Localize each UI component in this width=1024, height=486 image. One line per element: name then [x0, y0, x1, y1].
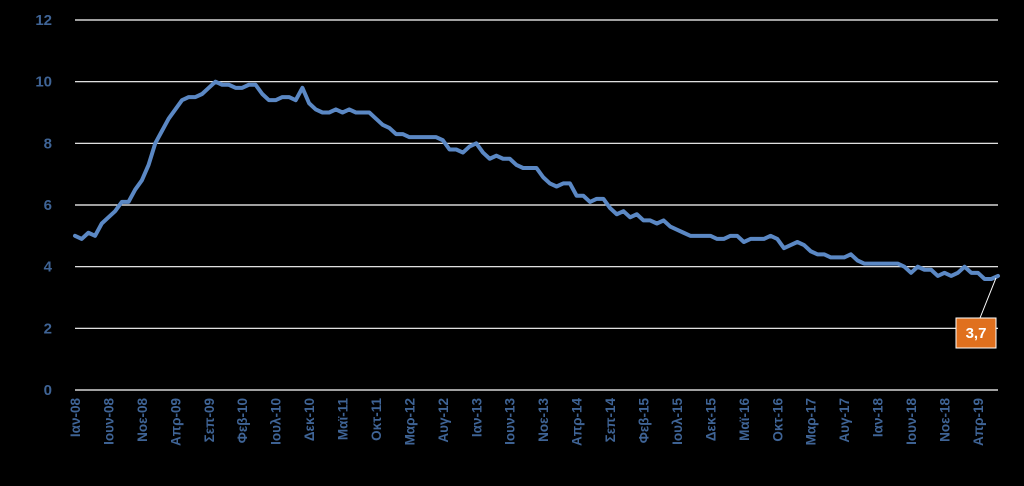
x-tick-label: Δεκ-10	[302, 398, 317, 441]
x-tick-label: Ιουλ-10	[269, 398, 284, 445]
y-tick-label: 10	[35, 74, 52, 91]
y-tick-label: 8	[44, 135, 52, 152]
x-tick-label: Απρ-14	[570, 398, 585, 446]
x-tick-label: Ιουλ-15	[670, 398, 685, 445]
series-line	[73, 79, 1000, 281]
x-tick-label: Μαρ-17	[804, 398, 819, 445]
x-tick-label: Μαϊ-11	[336, 398, 351, 441]
x-tick-label: Σεπ-14	[603, 398, 618, 443]
y-tick-label: 12	[35, 12, 52, 29]
callout-label: 3,7	[966, 325, 987, 342]
y-tick-label: 4	[44, 259, 53, 276]
x-tick-label: Ιουν-13	[503, 398, 518, 445]
x-tick-label: Νοε-18	[937, 398, 952, 442]
gridlines	[75, 19, 998, 391]
x-tick-label: Οκτ-16	[770, 398, 785, 442]
x-tick-label: Απρ-19	[971, 398, 986, 446]
x-tick-label: Φεβ-10	[235, 398, 250, 443]
x-tick-label: Ιαν-13	[469, 398, 484, 438]
y-tick-label: 2	[44, 320, 52, 337]
x-tick-label: Μαϊ-16	[737, 398, 752, 441]
y-axis-ticks: 0 2 4 6 8 10 12	[35, 12, 52, 399]
x-tick-label: Ιουν-18	[904, 398, 919, 445]
x-tick-label: Φεβ-15	[637, 398, 652, 444]
x-tick-label: Σεπ-09	[202, 398, 217, 442]
x-tick-label: Νοε-13	[536, 398, 551, 442]
series-layer	[73, 79, 1000, 281]
x-tick-label: Ιουν-08	[101, 398, 116, 445]
x-tick-label: Δεκ-15	[703, 398, 718, 442]
x-tick-label: Οκτ-11	[369, 398, 384, 441]
x-tick-label: Αυγ-17	[837, 398, 852, 443]
x-tick-label: Ιαν-08	[68, 398, 83, 438]
callout-box	[955, 317, 997, 349]
y-tick-label: 6	[44, 197, 52, 214]
x-axis-ticks: Ιαν-08 Ιουν-08 Νοε-08 Απρ-09 Σεπ-09 Φεβ-10 Ιου…	[68, 398, 986, 446]
x-tick-label: Απρ-09	[168, 398, 183, 446]
x-tick-label: Ιαν-18	[871, 398, 886, 438]
callout-leader-line	[979, 277, 997, 319]
y-tick-label: 0	[44, 382, 52, 399]
x-tick-label: Αυγ-12	[436, 398, 451, 443]
value-callout: 3,7	[955, 277, 997, 349]
x-tick-label: Νοε-08	[135, 398, 150, 442]
x-tick-label: Μαρ-12	[402, 398, 417, 445]
